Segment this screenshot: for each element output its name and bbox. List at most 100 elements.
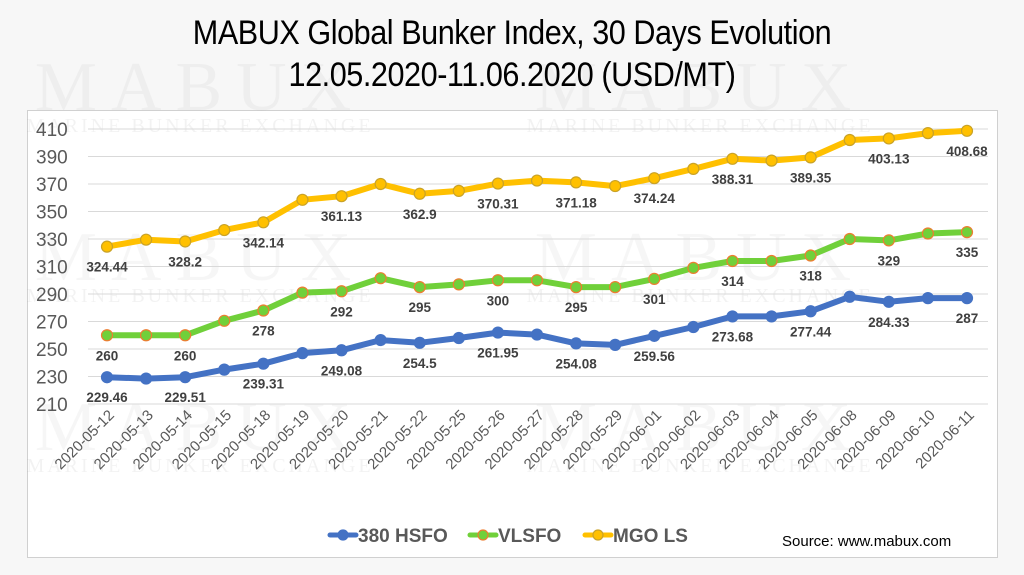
data-point-hsfo[interactable] — [804, 305, 817, 318]
watermark-tagline: MARINE BUNKER EXCHANGE — [526, 115, 873, 137]
data-point-hsfo[interactable] — [609, 338, 622, 351]
data-point-hsfo[interactable] — [218, 363, 231, 376]
data-point-mgo[interactable] — [960, 124, 974, 137]
data-point-mgo[interactable] — [843, 133, 856, 147]
data-point-hsfo[interactable] — [648, 329, 661, 342]
data-point-mgo[interactable] — [100, 240, 114, 253]
data-point-hsfo[interactable] — [491, 326, 505, 339]
data-point-mgo[interactable] — [765, 154, 778, 167]
chart-title: MABUX Global Bunker Index, 30 Days Evolu… — [0, 12, 1024, 96]
data-point-mgo[interactable] — [726, 152, 739, 165]
data-point-vlsfo[interactable] — [530, 274, 544, 287]
data-label-hsfo: 249.08 — [321, 363, 363, 378]
data-point-vlsfo[interactable] — [452, 278, 465, 291]
data-point-hsfo[interactable] — [335, 344, 348, 357]
data-point-mgo[interactable] — [882, 132, 895, 145]
data-point-vlsfo[interactable] — [335, 285, 348, 298]
data-point-hsfo[interactable] — [765, 310, 778, 323]
data-point-vlsfo[interactable] — [843, 232, 856, 246]
data-point-mgo[interactable] — [335, 190, 348, 203]
data-label-vlsfo: 260 — [174, 348, 197, 363]
y-tick-label: 290 — [36, 285, 68, 306]
data-point-mgo[interactable] — [257, 216, 270, 229]
data-label-mgo: 342.14 — [243, 235, 285, 250]
data-point-vlsfo[interactable] — [218, 314, 231, 327]
data-label-vlsfo: 314 — [721, 274, 744, 289]
data-point-vlsfo[interactable] — [687, 261, 700, 274]
watermark-tagline: MARINE BUNKER EXCHANGE — [26, 455, 373, 477]
data-point-hsfo[interactable] — [100, 371, 114, 384]
data-point-vlsfo[interactable] — [100, 329, 114, 342]
data-point-mgo[interactable] — [921, 127, 935, 140]
data-point-hsfo[interactable] — [687, 320, 700, 334]
data-point-mgo[interactable] — [569, 176, 583, 189]
data-label-hsfo: 261.95 — [477, 346, 519, 361]
data-label-vlsfo: 300 — [487, 293, 510, 308]
y-tick-label: 250 — [36, 340, 68, 361]
data-point-vlsfo[interactable] — [804, 249, 817, 262]
data-point-vlsfo[interactable] — [882, 234, 895, 247]
data-point-mgo[interactable] — [296, 193, 309, 206]
data-point-hsfo[interactable] — [413, 336, 426, 349]
data-point-vlsfo[interactable] — [139, 329, 153, 342]
data-label-hsfo: 287 — [956, 311, 979, 326]
data-point-vlsfo[interactable] — [921, 227, 935, 240]
gridlines — [88, 128, 988, 405]
data-point-hsfo[interactable] — [179, 371, 192, 384]
data-label-mgo: 370.31 — [477, 197, 519, 212]
data-point-mgo[interactable] — [648, 172, 661, 185]
data-point-hsfo[interactable] — [569, 337, 583, 350]
data-point-mgo[interactable] — [413, 187, 426, 200]
data-point-vlsfo[interactable] — [569, 281, 583, 294]
data-label-hsfo: 284.33 — [868, 315, 910, 330]
data-point-hsfo[interactable] — [882, 295, 895, 308]
data-point-mgo[interactable] — [609, 179, 622, 193]
data-point-vlsfo[interactable] — [648, 272, 661, 285]
data-point-hsfo[interactable] — [960, 292, 974, 305]
y-tick-label: 410 — [36, 120, 68, 141]
data-point-mgo[interactable] — [374, 177, 387, 191]
data-point-mgo[interactable] — [139, 233, 153, 246]
data-point-mgo[interactable] — [530, 174, 544, 187]
data-point-hsfo[interactable] — [530, 328, 544, 341]
data-point-hsfo[interactable] — [374, 333, 387, 347]
data-point-hsfo[interactable] — [726, 310, 739, 323]
series-group — [100, 124, 974, 385]
data-point-mgo[interactable] — [687, 162, 700, 175]
data-point-vlsfo[interactable] — [960, 226, 974, 239]
data-point-hsfo[interactable] — [843, 290, 856, 303]
y-axis: 410 390 370 350 330 310 290 270 250 230 210 — [36, 120, 68, 416]
data-point-vlsfo[interactable] — [374, 272, 387, 285]
data-point-hsfo[interactable] — [452, 331, 465, 345]
data-point-vlsfo[interactable] — [726, 254, 739, 268]
data-point-mgo[interactable] — [218, 223, 231, 237]
data-label-vlsfo: 260 — [96, 348, 119, 363]
data-label-vlsfo: 329 — [878, 253, 901, 268]
data-label-mgo: 328.2 — [168, 254, 202, 269]
data-point-vlsfo[interactable] — [179, 329, 192, 342]
data-point-hsfo[interactable] — [139, 372, 153, 385]
data-point-mgo[interactable] — [452, 184, 465, 197]
data-label-mgo: 403.13 — [868, 151, 910, 166]
legend-item-hsfo[interactable]: 380 HSFO — [327, 526, 448, 547]
data-label-hsfo: 229.46 — [86, 390, 128, 405]
data-point-mgo[interactable] — [804, 151, 817, 164]
data-point-hsfo[interactable] — [257, 357, 270, 370]
data-point-vlsfo[interactable] — [609, 281, 622, 294]
data-point-vlsfo[interactable] — [491, 274, 505, 287]
data-label-hsfo: 277.44 — [790, 324, 832, 339]
data-point-hsfo[interactable] — [921, 292, 935, 305]
data-point-vlsfo[interactable] — [765, 254, 778, 268]
data-point-vlsfo[interactable] — [413, 281, 426, 294]
data-point-mgo[interactable] — [491, 177, 505, 190]
data-label-vlsfo: 292 — [330, 304, 353, 319]
x-axis: 2020-05-122020-05-132020-05-142020-05-15… — [52, 407, 978, 473]
legend-item-mgo[interactable]: MGO LS — [582, 526, 688, 547]
data-point-vlsfo[interactable] — [296, 286, 309, 299]
data-point-mgo[interactable] — [179, 235, 192, 248]
data-point-vlsfo[interactable] — [257, 304, 270, 317]
legend-item-vlsfo[interactable]: VLSFO — [467, 526, 561, 547]
data-point-hsfo[interactable] — [296, 347, 309, 360]
legend: 380 HSFO VLSFO MGO LS — [327, 526, 688, 547]
